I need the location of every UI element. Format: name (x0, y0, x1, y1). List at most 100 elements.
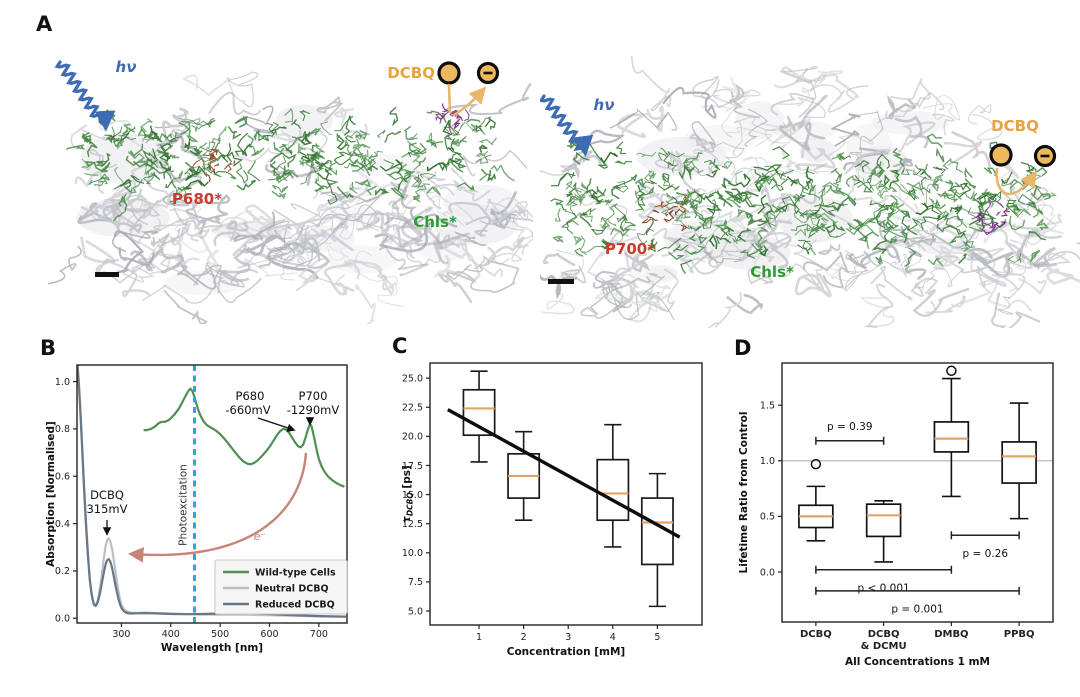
scale-bar (548, 279, 574, 284)
x-tick-label: 300 (112, 629, 130, 640)
chlorophyll-pigments (550, 133, 1057, 274)
y-tick-label: 0.2 (55, 566, 70, 577)
panel-label-a: A (36, 12, 53, 36)
p-value-label: p = 0.001 (891, 604, 943, 616)
category-tick-label: DCBQ (800, 629, 832, 640)
series-wild-type-cells (143, 387, 345, 488)
dcbq-label: DCBQ (991, 117, 1039, 135)
y-tick-label: 22.5 (402, 403, 423, 414)
y-axis-label: Lifetime Ratio from Control (738, 412, 750, 574)
p-value-label: p < 0.001 (858, 583, 910, 595)
y-tick-label: 1.5 (760, 401, 775, 412)
pigment-label: P680* (172, 190, 222, 208)
x-tick-label: 400 (162, 629, 180, 640)
y-tick-label: 0.0 (55, 614, 70, 625)
y-tick-label: 0.8 (55, 424, 70, 435)
legend: Wild-type Cells Neutral DCBQ Reduced DCBQ (214, 559, 348, 615)
y-tick-label: 15.0 (402, 490, 423, 501)
absorption-spectrum-chart: Photoexcitation e⁻ P680-660mV P700-1290mV DC… (45, 364, 348, 654)
y-tick-label: 1.0 (760, 456, 775, 467)
chls-label: Chls* (750, 263, 794, 281)
y-tick-label: 0.4 (55, 519, 70, 530)
significance-bar: p = 0.001 (815, 586, 1020, 616)
photon-wave-arrow (54, 60, 116, 132)
axes-box (781, 362, 1054, 623)
series-reduced-dcbq (77, 365, 347, 618)
electron-transfer-arrow (447, 83, 452, 114)
trend-line (447, 408, 681, 539)
p700-label: P700 (299, 389, 328, 403)
significance-bar: p = 0.39 (815, 421, 885, 445)
electron-arrow (127, 452, 308, 563)
special-pair-pigment (641, 194, 688, 232)
category-tick-label: PPBQ (1004, 629, 1035, 640)
y-tick-label: 0.0 (760, 567, 775, 578)
legend-label: Wild-type Cells (255, 568, 336, 579)
electron-transfer-arrow (995, 167, 1037, 196)
axes-box (76, 364, 348, 624)
pigment-label: P700* (605, 240, 655, 258)
quinone-circle (989, 143, 1013, 167)
y-tick-label: 1.0 (55, 377, 70, 388)
outlier-point (810, 458, 822, 470)
y-tick-label: 10.0 (402, 548, 423, 559)
y-tick-label: 5.0 (408, 606, 423, 617)
boxplot-box (640, 472, 674, 608)
dcbq-ann-label: DCBQ (90, 488, 124, 502)
x-tick-label: 1 (476, 632, 482, 643)
panel-label-c: C (392, 334, 408, 358)
outlier-point (946, 365, 957, 377)
chls-label: Chls* (413, 213, 457, 231)
category-tick-label: DMBQ (934, 629, 968, 640)
y-axis-label: Absorption [Normalised] (45, 421, 57, 567)
legend-label: Reduced DCBQ (255, 600, 335, 611)
x-axis-label: Concentration [mM] (507, 646, 625, 658)
y-tick-label: 7.5 (408, 577, 423, 588)
boxplot-box (865, 500, 902, 563)
p-value-label: p = 0.26 (962, 548, 1008, 560)
p680-arrow (257, 417, 296, 432)
y-tick-label: 20.0 (402, 432, 423, 443)
y-tick-label: 0.6 (55, 472, 70, 483)
boxplot-box (1001, 402, 1037, 520)
legend-label: Neutral DCBQ (255, 584, 329, 595)
y-tick-label: 0.5 (760, 512, 775, 523)
category-tick-label: DCBQ (868, 629, 900, 640)
y-tick-label: 25.0 (402, 373, 423, 384)
panel-label-b: B (40, 336, 57, 360)
boxplot-box (507, 430, 541, 521)
category-tick-label: & DCMU (861, 641, 907, 652)
x-tick-label: 600 (260, 629, 278, 640)
electron-transfer-arrow (452, 86, 487, 117)
p680-mv-label: -660mV (225, 403, 270, 417)
y-axis-label: τDCBQ [ps] (401, 465, 415, 523)
p-value-label: p = 0.39 (827, 421, 873, 433)
photoexcitation-label: Photoexcitation (177, 464, 189, 546)
psi-structure-illustration: hν DCBQ P700* Chls* (540, 55, 1080, 328)
boxplot-box (596, 423, 630, 548)
special-pair-pigment (191, 148, 233, 183)
x-tick-label: 500 (211, 629, 229, 640)
x-tick-label: 2 (521, 632, 527, 643)
psii-structure-illustration: hν DCBQ P680* Chls* (48, 58, 533, 324)
quinone-site (971, 197, 1011, 236)
quinone-circle (437, 61, 461, 85)
p680-label: P680 (236, 389, 265, 403)
photon-wave-arrow (540, 94, 594, 157)
x-axis-label: All Concentrations 1 mM (845, 656, 990, 668)
x-tick-label: 4 (610, 632, 616, 643)
x-tick-label: 5 (654, 632, 660, 643)
x-axis-label: Wavelength [nm] (161, 642, 263, 654)
boxplot-box (798, 458, 834, 542)
hv-label: hν (116, 58, 137, 76)
hv-label: hν (594, 96, 615, 114)
x-tick-label: 700 (310, 629, 328, 640)
y-tick-label: 17.5 (402, 461, 423, 472)
lifetime-vs-concentration-boxplot: 1 2 3 4 5 5.0 7.5 10.0 12.5 15.0 17.5 20.0 22.5 25.0 C… (401, 362, 703, 658)
protein-ribbons (540, 55, 1080, 328)
panel-label-d: D (734, 336, 752, 360)
p700-mv-label: -1290mV (287, 403, 340, 417)
x-tick-label: 3 (565, 632, 571, 643)
scale-bar (95, 272, 119, 277)
